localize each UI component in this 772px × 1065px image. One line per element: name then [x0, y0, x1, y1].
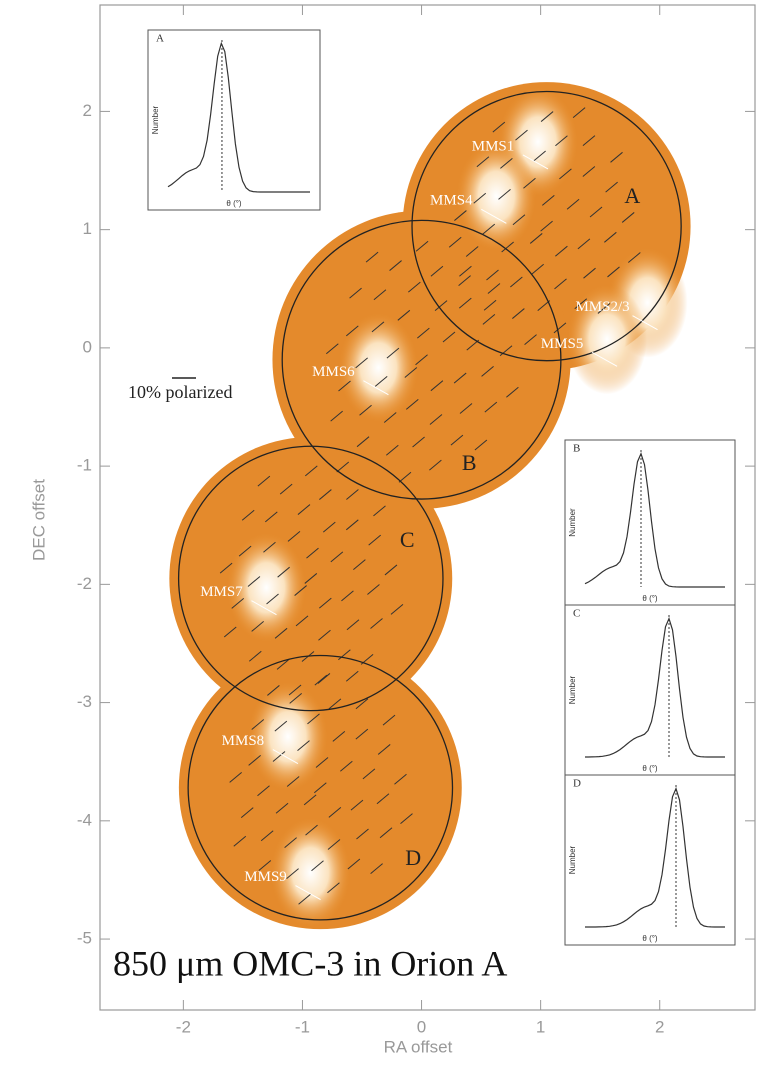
source-label: MMS5: [541, 336, 584, 352]
inset-x-label: θ (°): [642, 934, 658, 943]
source-label: MMS1: [472, 138, 515, 154]
region-label: B: [462, 450, 477, 475]
x-tick-label: -2: [176, 1017, 191, 1036]
y-tick-label: -2: [77, 574, 92, 593]
x-axis-label: RA offset: [384, 1037, 453, 1056]
x-tick-label: 0: [417, 1017, 426, 1036]
source-label: MMS7: [200, 584, 243, 600]
inset-label: B: [573, 443, 580, 455]
inset-y-label: Number: [568, 508, 577, 537]
inset-label: A: [156, 33, 164, 45]
figure-title: 850 μm OMC-3 in Orion A: [113, 943, 507, 983]
inset-frame: [565, 775, 735, 945]
region-label: D: [405, 845, 421, 870]
source-label: MMS9: [244, 869, 287, 885]
y-tick-label: -4: [77, 810, 92, 829]
x-tick-label: 2: [655, 1017, 664, 1036]
source-label: MMS6: [312, 364, 355, 380]
y-tick-label: -3: [77, 692, 92, 711]
inset-label: D: [573, 778, 581, 790]
y-tick-label: 2: [83, 101, 92, 120]
region-label: C: [400, 527, 415, 552]
figure: A B C D MMS1 MMS4 MMS2/3 MMS5 MMS6 MMS7 MMS8 MMS9 -2…: [0, 0, 772, 1060]
inset-x-label: θ (°): [642, 764, 658, 773]
y-tick-label: -5: [77, 929, 92, 948]
y-tick-label: 0: [83, 337, 92, 356]
y-axis-label: DEC offset: [29, 479, 48, 561]
source-label: MMS2/3: [575, 299, 629, 315]
scale-label: 10% polarized: [128, 382, 232, 402]
x-tick-label: -1: [295, 1017, 310, 1036]
y-tick-label: 1: [83, 219, 92, 238]
region-label: A: [624, 183, 640, 208]
source-label: MMS8: [222, 733, 265, 749]
inset-x-label: θ (°): [226, 199, 242, 208]
inset-label: C: [573, 608, 580, 620]
y-tick-label: -1: [77, 456, 92, 475]
inset-y-label: Number: [151, 105, 160, 134]
inset-x-label: θ (°): [642, 594, 658, 603]
inset-frame: [565, 605, 735, 775]
source-label: MMS4: [430, 193, 473, 209]
inset-y-label: Number: [568, 845, 577, 874]
inset-y-label: Number: [568, 675, 577, 704]
x-tick-label: 1: [536, 1017, 545, 1036]
